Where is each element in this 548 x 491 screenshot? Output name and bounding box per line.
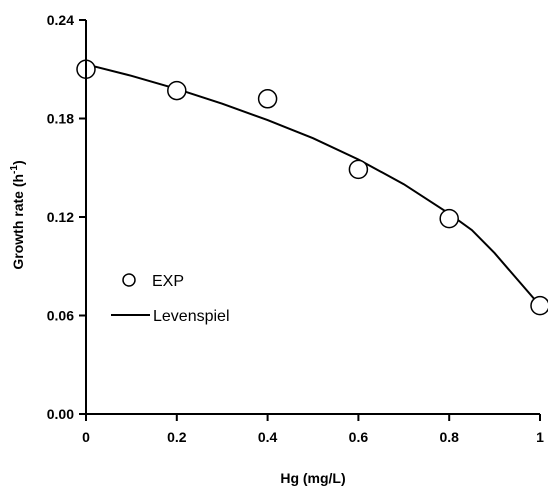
- exp-data-point: [439, 208, 459, 229]
- x-tick-label: 0.8: [439, 429, 459, 445]
- exp-data-point: [530, 295, 548, 316]
- exp-data-point: [348, 159, 369, 180]
- y-tick-label: 0.12: [47, 209, 74, 225]
- x-tick-label: 0: [82, 429, 90, 445]
- y-tick-label: 0.00: [47, 406, 74, 422]
- y-tick-label: 0.06: [47, 308, 74, 324]
- x-axis-title: Hg (mg/L): [280, 470, 345, 486]
- x-tick-label: 0.4: [258, 429, 278, 445]
- legend-exp-label: EXP: [152, 273, 184, 290]
- y-axis-title-superscript: -1: [9, 165, 20, 174]
- legend: EXP Levenspiel: [111, 273, 230, 325]
- y-axis-ticks: 0.00 0.06 0.12 0.18 0.24: [47, 12, 86, 422]
- exp-data-point: [167, 80, 187, 101]
- legend-exp-marker: [122, 273, 136, 287]
- legend-levenspiel-label: Levenspiel: [153, 308, 230, 325]
- x-axis-ticks: 0 0.2 0.4 0.6 0.8 1: [82, 414, 544, 445]
- x-tick-label: 0.6: [349, 429, 369, 445]
- y-tick-label: 0.24: [47, 12, 74, 28]
- plot-area: [76, 59, 548, 316]
- axes: [85, 20, 540, 415]
- exp-data-point: [257, 89, 278, 109]
- levenspiel-fit-line: [85, 63, 541, 307]
- y-axis-title: Growth rate (h-1): [9, 160, 26, 269]
- x-tick-label: 0.2: [167, 429, 187, 445]
- y-tick-label: 0.18: [47, 111, 74, 127]
- x-tick-label: 1: [536, 429, 544, 445]
